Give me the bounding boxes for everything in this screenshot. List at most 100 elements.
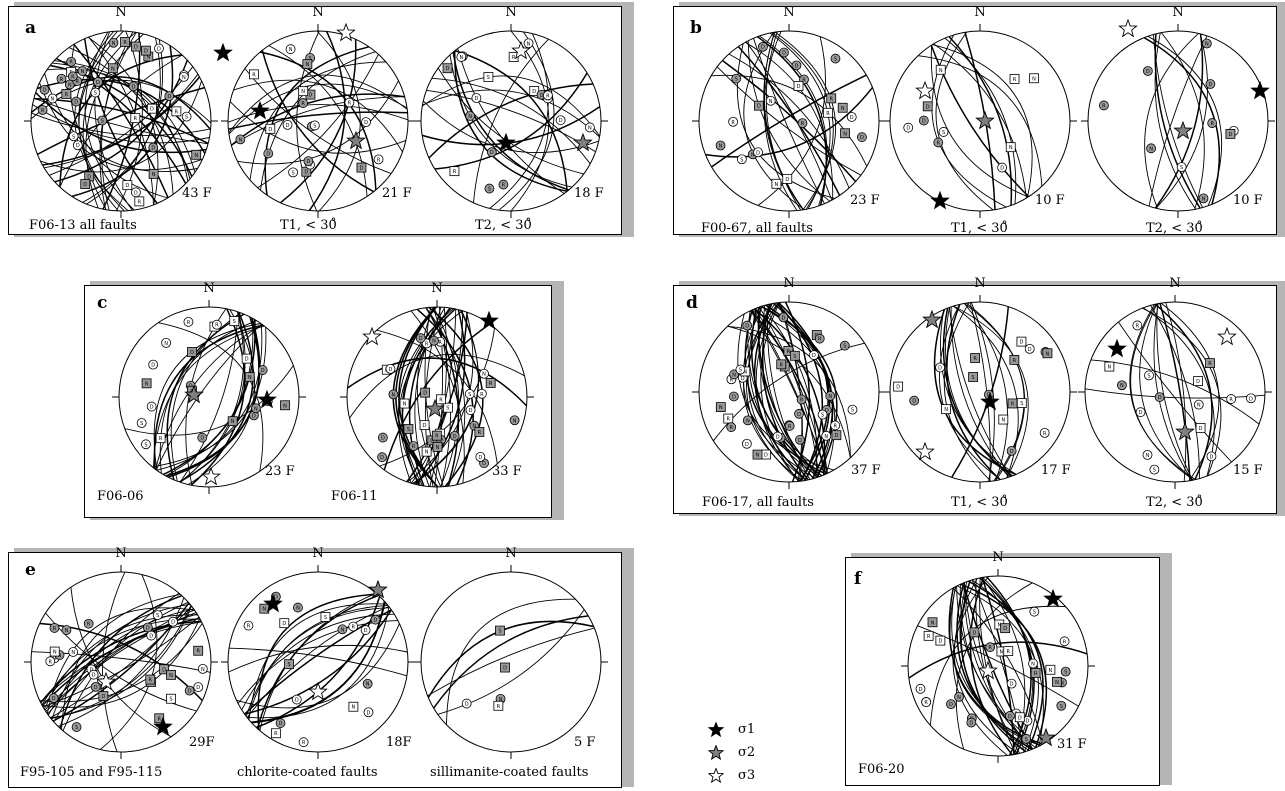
slip-vector-symbol: [1142, 66, 1153, 76]
slip-vector-symbol: [1099, 100, 1109, 111]
fault-great-circle: [763, 32, 804, 211]
fault-great-circle: [35, 91, 207, 154]
slip-vector-symbol: [370, 614, 381, 625]
fault-great-circle: [237, 80, 399, 165]
net-label: F06-11: [331, 489, 378, 504]
slip-vector-symbol: [145, 674, 156, 685]
slip-vector-symbol: [1029, 606, 1040, 617]
slip-vector-symbol: [985, 642, 996, 653]
slip-vector-symbol: [159, 664, 169, 675]
slip-vector-symbol: [432, 441, 443, 452]
svg-text:S: S: [1064, 670, 1067, 676]
north-label: N: [992, 550, 1004, 565]
fault-great-circle: [1154, 33, 1201, 209]
slip-vector-symbol: [197, 663, 208, 674]
slip-vector-symbol: [498, 179, 509, 190]
fault-great-circle: [454, 50, 568, 193]
svg-text:S: S: [233, 319, 236, 325]
slip-vector-symbol: [795, 434, 805, 445]
slip-vector-symbol: [1226, 394, 1237, 404]
slip-vector-symbol: [193, 682, 204, 693]
fault-great-circle: [946, 304, 1001, 481]
fault-great-circle: [51, 605, 192, 720]
net-label: T2, < 30̊: [1146, 495, 1203, 510]
slip-vector-symbol: [420, 387, 431, 398]
svg-text:N: N: [392, 392, 396, 398]
svg-text:D: D: [745, 324, 749, 330]
net-label: F06-20: [858, 762, 905, 777]
svg-text:N: N: [81, 69, 85, 75]
slip-vector-symbol: [107, 63, 118, 74]
svg-text:D: D: [532, 89, 536, 95]
svg-text:R: R: [1208, 361, 1212, 367]
fault-great-circle: [59, 54, 183, 188]
slip-vector-symbol: [998, 414, 1009, 425]
stress-axis-s3: [362, 326, 382, 346]
slip-vector-symbol: [1207, 118, 1218, 128]
svg-text:D: D: [304, 170, 308, 176]
svg-text:S: S: [1020, 401, 1023, 407]
slip-vector-symbol: [77, 66, 88, 76]
slip-vector-symbol: [298, 86, 309, 97]
fault-great-circle: [736, 43, 835, 199]
svg-text:R: R: [49, 659, 53, 665]
svg-text:R: R: [730, 377, 734, 383]
fault-great-circle: [421, 105, 601, 146]
svg-text:N: N: [425, 450, 429, 456]
slip-vector-symbol: [1030, 668, 1041, 678]
slip-vector-symbol: [1206, 451, 1217, 462]
slip-vector-symbol: [847, 404, 858, 415]
fault-great-circle: [748, 307, 820, 478]
slip-vector-symbol: [61, 89, 72, 99]
slip-vector-symbol: [279, 618, 290, 629]
stress-axis-s3: [1118, 18, 1138, 38]
slip-vector-symbol: [122, 180, 133, 191]
slip-vector-symbol: [183, 316, 194, 327]
slip-vector-symbol: [49, 623, 60, 633]
slip-vector-symbol: [1205, 358, 1215, 369]
svg-text:N: N: [65, 628, 69, 634]
slip-vector-symbol: [935, 362, 945, 373]
fault-great-circle: [727, 325, 851, 458]
slip-vector-symbol: [146, 103, 157, 114]
fault-great-circle: [162, 319, 256, 476]
fault-great-circle: [51, 603, 191, 720]
stress-axis-s3: [1217, 326, 1237, 346]
slip-vector-symbol: [415, 333, 426, 344]
stereonet: DNRSDDNRDNRSDDNRDNRSDDNRDNRSDDN: [901, 569, 1095, 763]
fault-great-circle: [245, 607, 390, 717]
fault-great-circle: [945, 307, 1011, 478]
slip-vector-symbol: [408, 441, 419, 452]
svg-text:R: R: [729, 425, 733, 431]
legend-label: σ1: [738, 722, 756, 737]
slip-vector-symbol: [249, 69, 259, 80]
fault-great-circle: [78, 31, 124, 211]
primitive-circle: [1084, 301, 1266, 483]
svg-text:S: S: [101, 118, 104, 124]
fault-great-circle: [721, 59, 857, 182]
panel-letter: d: [686, 293, 698, 313]
slip-vector-symbol: [56, 73, 67, 84]
svg-text:R: R: [833, 423, 837, 429]
fault-great-circle: [1148, 35, 1208, 207]
fault-great-circle: [414, 307, 446, 487]
stereonet: D N R S D D N R D N R S D D N: [1078, 295, 1272, 489]
slip-vector-symbol: [320, 612, 331, 622]
svg-text:R: R: [348, 101, 352, 107]
svg-text:N: N: [459, 55, 463, 61]
svg-text:N: N: [164, 341, 168, 347]
svg-text:D: D: [1000, 166, 1004, 172]
svg-text:N: N: [743, 369, 747, 375]
slip-vector-symbol: [1144, 370, 1154, 381]
slip-vector-symbol: [154, 713, 165, 724]
fault-great-circle: [247, 604, 389, 719]
slip-vector-symbol: [772, 431, 783, 442]
svg-text:R: R: [65, 92, 69, 98]
svg-text:R: R: [829, 96, 833, 102]
fault-great-circle: [316, 31, 361, 211]
fault-great-circle: [39, 622, 203, 702]
svg-text:R: R: [826, 111, 830, 117]
svg-text:N: N: [169, 673, 173, 679]
fault-great-circle: [510, 31, 550, 211]
fault-great-circle: [241, 613, 395, 711]
